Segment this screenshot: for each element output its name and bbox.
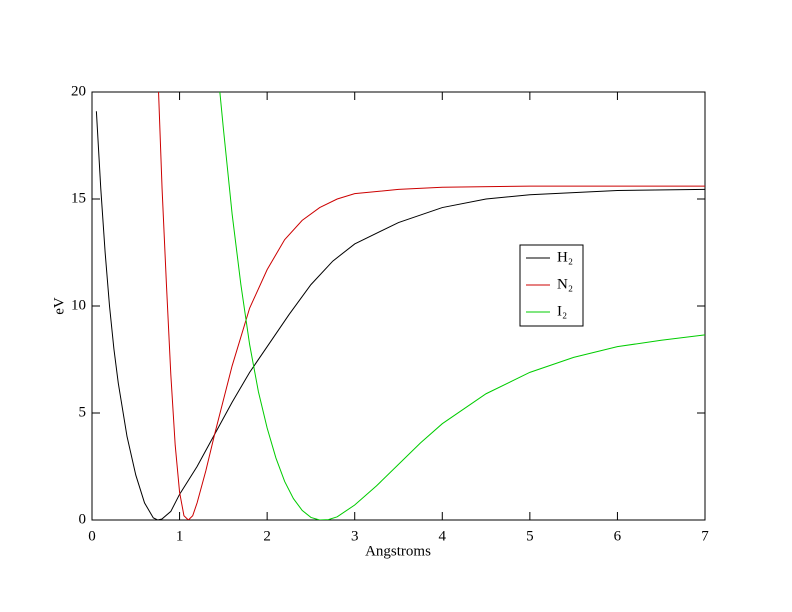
y-tick-label: 5 — [79, 404, 87, 420]
data-line — [95, 111, 705, 520]
x-tick-label: 2 — [263, 528, 271, 544]
x-tick-label: 0 — [88, 528, 96, 544]
x-tick-label: 4 — [439, 528, 447, 544]
y-tick-label: 10 — [71, 297, 86, 313]
x-tick-label: 1 — [176, 528, 184, 544]
data-line — [158, 92, 705, 520]
x-tick-label: 3 — [351, 528, 359, 544]
legend-label: H₂ — [557, 249, 573, 265]
x-tick-label: 5 — [526, 528, 534, 544]
x-tick-label: 6 — [614, 528, 622, 544]
y-tick-label: 15 — [71, 190, 86, 206]
legend-label: N₂ — [557, 276, 573, 292]
y-axis-label: eV — [51, 297, 67, 315]
plot-frame — [91, 91, 706, 521]
x-axis-label: Angstroms — [365, 543, 431, 559]
plot-area — [95, 92, 705, 520]
legend-label: I₂ — [557, 303, 567, 319]
y-tick-label: 0 — [79, 511, 87, 527]
x-tick-label: 7 — [701, 528, 709, 544]
data-line — [219, 92, 705, 520]
y-tick-label: 20 — [71, 83, 86, 99]
